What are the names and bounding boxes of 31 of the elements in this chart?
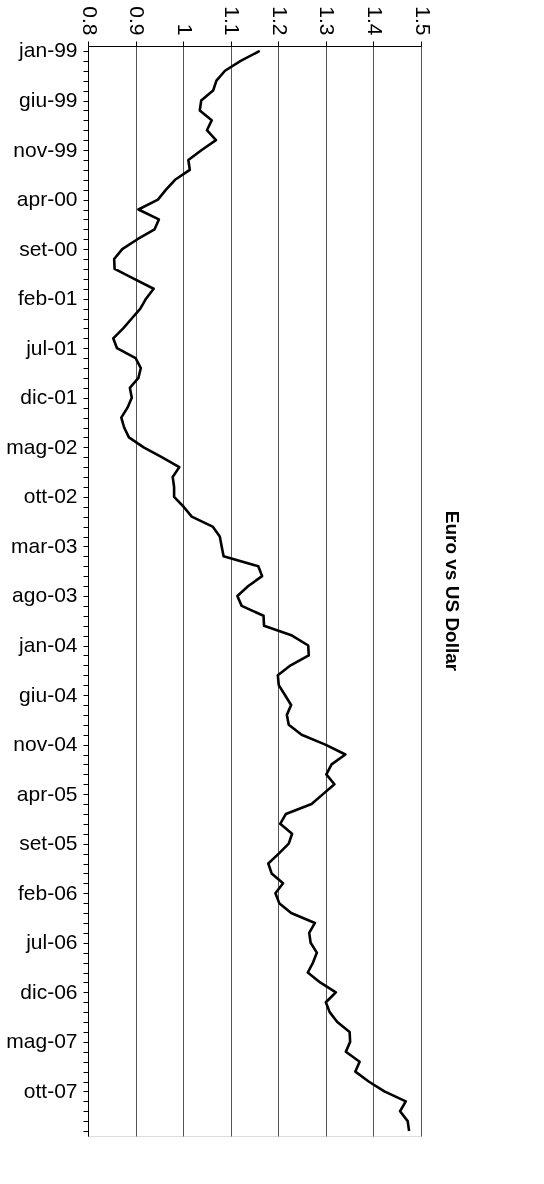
y-tick-label: jul-06 [25,930,78,954]
y-tick-label: ott-02 [23,484,78,508]
y-tick-label: apr-05 [16,781,78,805]
x-tick-label: 0.9 [126,6,150,36]
y-tick-label: mag-02 [6,434,78,458]
y-tick-label: jan-04 [18,633,78,656]
y-tick-label: dic-06 [20,979,78,1003]
y-tick-label: feb-06 [17,880,78,904]
x-tick-label: 1.1 [221,6,245,36]
y-tick-label: ott-07 [23,1078,78,1102]
y-tick-label: dic-01 [20,385,78,409]
y-tick-label: jan-99 [18,38,78,62]
y-tick-label: apr-00 [16,187,78,211]
x-tick-label: 0.8 [78,6,102,36]
x-tick-label: 1.5 [411,6,435,36]
x-tick-label: 1.3 [316,6,340,36]
x-tick-label: 1 [173,23,197,36]
x-tick-label: 1.2 [268,6,292,36]
y-tick-label: feb-01 [17,286,78,310]
y-tick-label: set-05 [19,831,78,855]
y-tick-label: giu-99 [19,88,78,111]
y-tick-label: mar-03 [10,533,78,557]
x-tick-label: 1.4 [363,6,387,36]
text: Euro vs US Dollar [442,510,463,672]
y-tick-label: mag-07 [6,1029,78,1053]
y-tick-label: set-00 [19,236,78,260]
y-tick-label: ago-03 [12,583,78,607]
y-tick-label: nov-04 [13,732,78,756]
y-tick-label: jul-01 [25,335,78,359]
y-tick-label: nov-99 [13,137,78,161]
y-tick-label: giu-04 [19,682,78,706]
